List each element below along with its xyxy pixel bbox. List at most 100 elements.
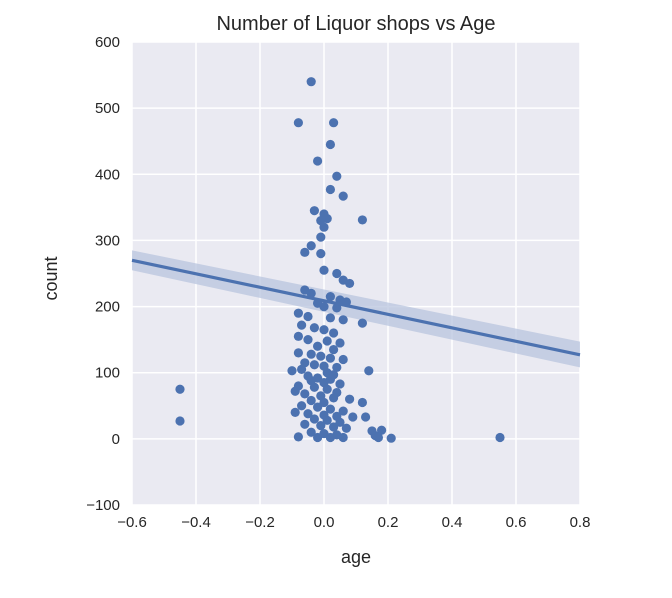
data-point <box>297 320 307 330</box>
x-tick-label: −0.4 <box>181 514 211 531</box>
data-point <box>313 156 323 166</box>
data-point <box>329 393 339 403</box>
data-point <box>309 323 319 333</box>
data-point <box>325 292 335 302</box>
x-tick-label: 0.0 <box>314 514 335 531</box>
data-point <box>329 344 339 355</box>
data-point <box>325 139 335 150</box>
data-point <box>373 432 383 443</box>
data-point <box>309 414 319 424</box>
data-point <box>357 397 367 408</box>
data-point <box>325 184 335 195</box>
data-point <box>293 331 303 341</box>
data-point <box>319 325 329 335</box>
data-point <box>325 404 335 414</box>
data-point <box>322 415 332 425</box>
data-point <box>290 407 300 417</box>
data-point <box>338 432 348 443</box>
y-tick-label: 0 <box>112 431 120 448</box>
data-point <box>335 338 345 348</box>
x-tick-label: 0.4 <box>442 514 463 531</box>
data-point <box>297 364 307 375</box>
data-point <box>306 77 316 87</box>
data-point <box>316 249 326 259</box>
data-point <box>290 386 300 396</box>
data-point <box>309 382 319 392</box>
data-point <box>325 432 335 443</box>
data-point <box>332 362 342 373</box>
x-tick-label: 0.8 <box>570 514 591 531</box>
data-point <box>306 288 316 298</box>
data-point <box>309 206 319 216</box>
data-point <box>319 397 329 408</box>
data-point <box>329 422 339 432</box>
x-axis-label: age <box>341 547 371 567</box>
data-point <box>345 394 355 404</box>
y-tick-label: 600 <box>95 34 120 51</box>
data-point <box>313 432 323 443</box>
data-point <box>348 412 358 422</box>
data-point <box>293 348 303 358</box>
data-point <box>338 354 348 365</box>
data-point <box>322 384 332 394</box>
data-point <box>303 335 313 345</box>
data-point <box>332 268 342 279</box>
data-point <box>300 247 310 257</box>
data-point <box>306 395 316 406</box>
data-point <box>306 241 316 251</box>
data-point <box>319 222 329 232</box>
y-tick-label: 500 <box>95 100 120 117</box>
data-point <box>325 353 335 363</box>
data-point <box>495 432 505 443</box>
x-tick-label: 0.6 <box>506 514 527 531</box>
data-point <box>300 419 310 429</box>
x-tick-label: −0.6 <box>117 514 147 531</box>
data-point <box>386 433 396 443</box>
y-tick-label: −100 <box>86 497 120 514</box>
data-point <box>316 232 326 242</box>
y-tick-label: 400 <box>95 166 120 183</box>
y-axis-label: count <box>41 256 61 300</box>
data-point <box>293 308 303 318</box>
data-point <box>293 432 303 442</box>
data-point <box>175 384 185 394</box>
data-point <box>338 191 348 201</box>
data-point <box>175 416 185 426</box>
data-point <box>313 402 323 412</box>
x-tick-label: −0.2 <box>245 514 275 531</box>
data-point <box>325 313 335 323</box>
data-point <box>338 315 348 325</box>
data-point <box>316 351 326 361</box>
data-point <box>319 301 329 312</box>
data-point <box>335 379 345 389</box>
y-tick-label: 200 <box>95 299 120 316</box>
data-point <box>306 427 316 437</box>
data-point <box>332 171 342 181</box>
data-point <box>313 341 323 351</box>
data-point <box>319 265 329 275</box>
x-tick-label: 0.2 <box>378 514 399 531</box>
data-point <box>300 389 310 399</box>
data-point <box>364 366 374 376</box>
data-point <box>303 409 313 419</box>
data-point <box>322 336 332 346</box>
data-point <box>357 215 367 225</box>
regression-line <box>131 258 581 357</box>
data-point <box>303 311 313 322</box>
data-point <box>329 118 339 128</box>
y-tick-label: 100 <box>95 365 120 382</box>
data-point <box>287 366 297 376</box>
data-point <box>335 417 345 427</box>
data-point <box>329 328 339 338</box>
chart-title: Number of Liquor shops vs Age <box>216 13 495 35</box>
data-point <box>357 318 367 328</box>
data-point <box>316 421 326 431</box>
data-point <box>306 349 316 359</box>
data-point <box>338 406 348 416</box>
data-point <box>377 425 387 435</box>
data-point <box>309 360 319 370</box>
data-point <box>297 401 307 411</box>
data-point <box>293 118 303 128</box>
